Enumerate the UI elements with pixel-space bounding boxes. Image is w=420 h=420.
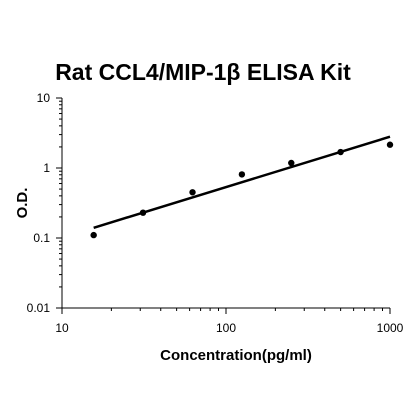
data-point xyxy=(238,171,246,178)
x-tick-label: 10 xyxy=(55,321,69,335)
y-tick-label: 0.1 xyxy=(33,231,50,245)
x-tick-label: 1000 xyxy=(377,321,404,335)
y-tick-label: 10 xyxy=(37,91,51,105)
data-point xyxy=(90,231,97,239)
x-tick-label: 100 xyxy=(216,321,236,335)
y-tick-label: 1 xyxy=(43,161,50,175)
y-tick-label: 0.01 xyxy=(27,301,51,315)
data-points xyxy=(90,141,394,239)
trendline-group xyxy=(93,135,391,229)
data-point xyxy=(139,209,147,216)
y-axis-label: O.D. xyxy=(14,188,31,219)
data-point xyxy=(386,141,394,148)
data-point xyxy=(288,159,295,167)
x-ticks: 10 100 1000 xyxy=(55,308,404,335)
axes xyxy=(61,98,390,309)
chart-title: Rat CCL4/MIP-1β ELISA Kit xyxy=(55,59,351,85)
data-point xyxy=(337,148,344,156)
trendline xyxy=(93,135,391,229)
data-point xyxy=(189,189,196,196)
x-axis-label: Concentration(pg/ml) xyxy=(160,347,312,364)
y-ticks: 10 1 0.1 0.01 xyxy=(27,91,62,315)
